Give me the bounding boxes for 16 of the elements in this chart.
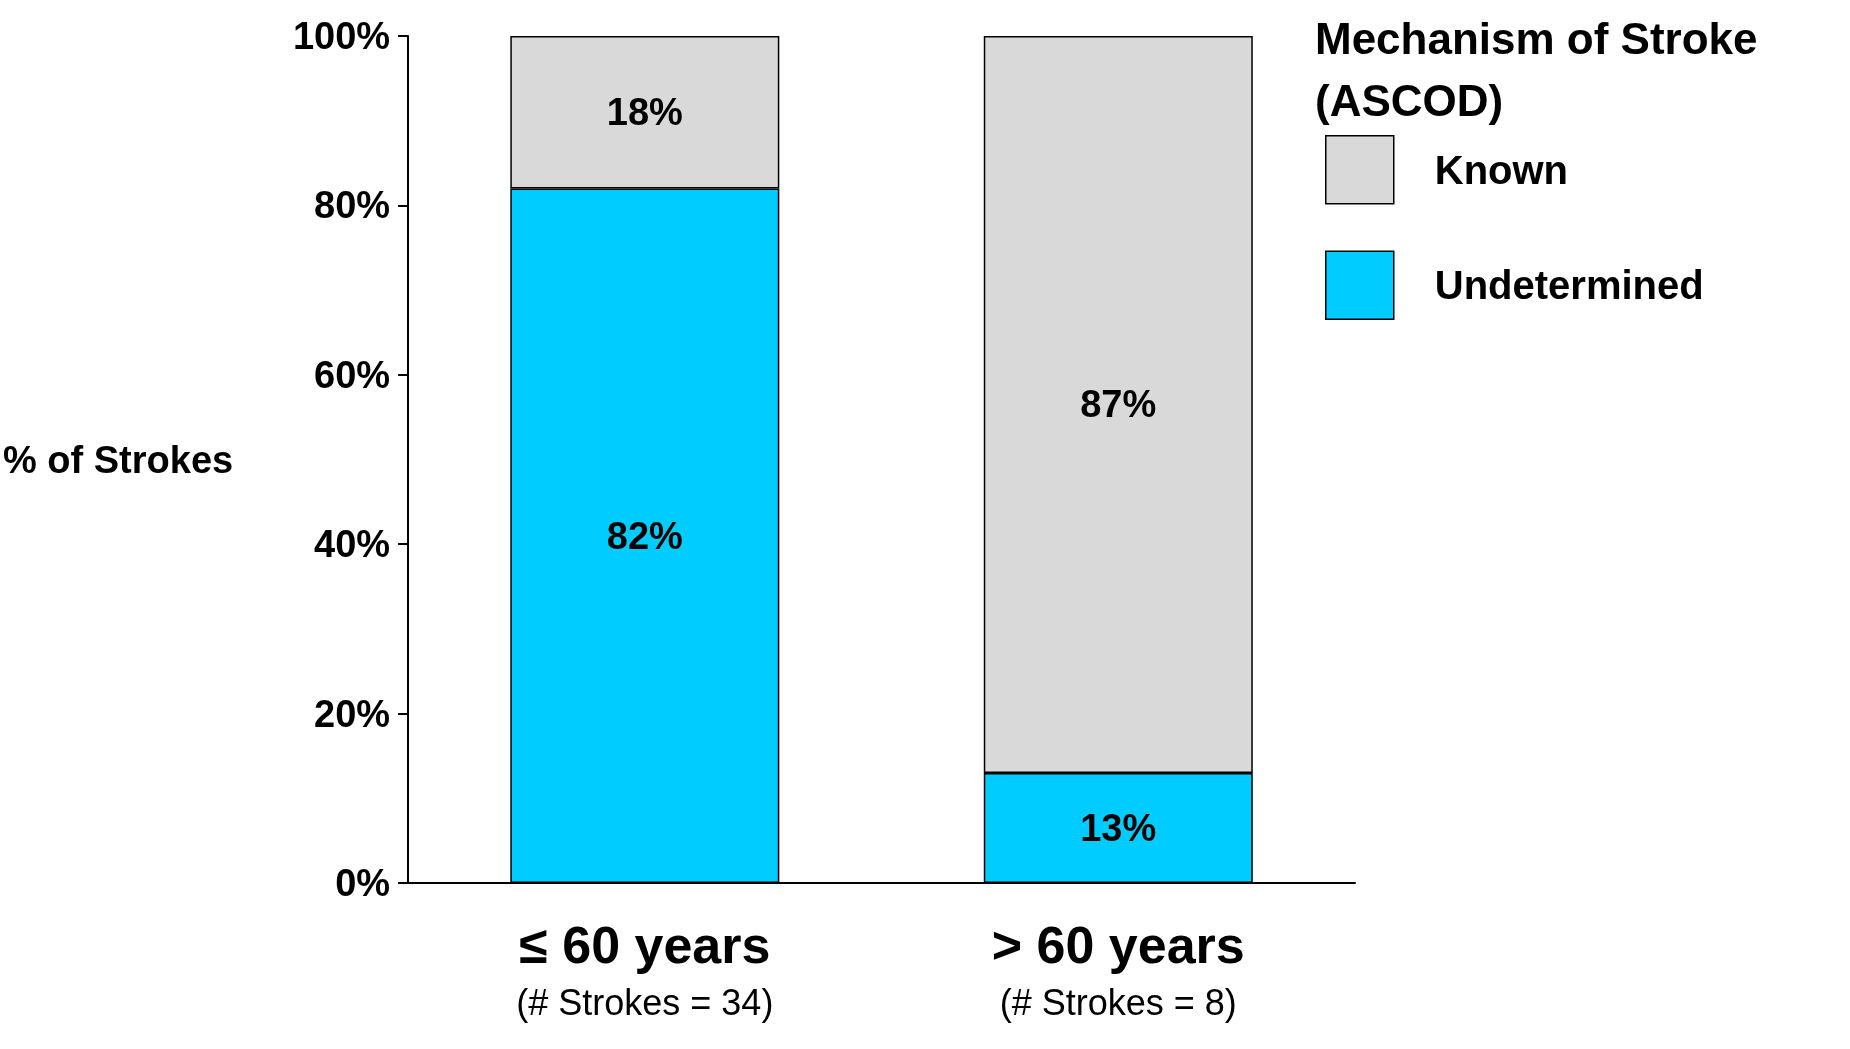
x-tick-label: ≤ 60 years (# Strokes = 34): [516, 916, 774, 1023]
y-tick-label: 60%: [314, 353, 391, 396]
legend-label: Undetermined: [1434, 263, 1704, 308]
y-tick-label: 0%: [335, 862, 391, 904]
y-tick-label: 100%: [292, 15, 391, 57]
x-tick-label: > 60 years (# Strokes = 8): [991, 916, 1245, 1023]
legend-label: Known: [1434, 147, 1569, 192]
data-label: 18%: [606, 91, 683, 134]
y-tick-label: 20%: [314, 692, 391, 735]
data-label: 87%: [1080, 383, 1157, 426]
y-tick-label: 80%: [314, 184, 391, 227]
data-label: 82%: [606, 514, 683, 557]
y-axis-title: % of Strokes: [3, 438, 234, 481]
legend-title: Mechanism of Stroke (ASCOD): [1315, 13, 1770, 125]
data-label: 13%: [1080, 806, 1157, 849]
y-tick-label: 40%: [314, 523, 391, 566]
